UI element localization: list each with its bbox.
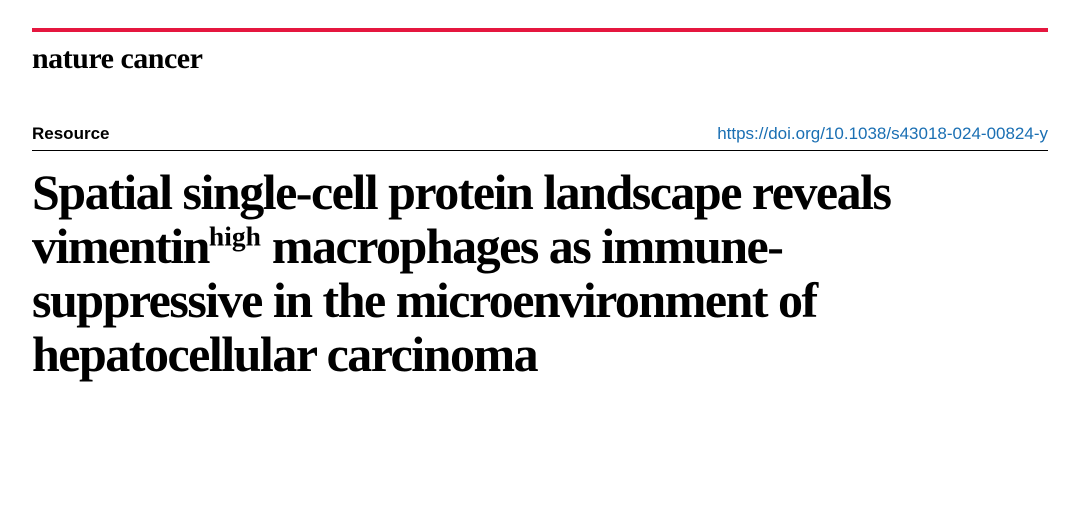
article-type-label: Resource	[32, 124, 109, 144]
title-superscript: high	[209, 220, 261, 251]
article-title: Spatial single-cell protein landscape re…	[32, 165, 932, 381]
top-rule	[32, 28, 1048, 32]
journal-name: nature cancer	[32, 42, 1048, 76]
meta-row: Resource https://doi.org/10.1038/s43018-…	[32, 124, 1048, 151]
doi-link[interactable]: https://doi.org/10.1038/s43018-024-00824…	[717, 124, 1048, 144]
article-header: nature cancer Resource https://doi.org/1…	[0, 0, 1080, 381]
